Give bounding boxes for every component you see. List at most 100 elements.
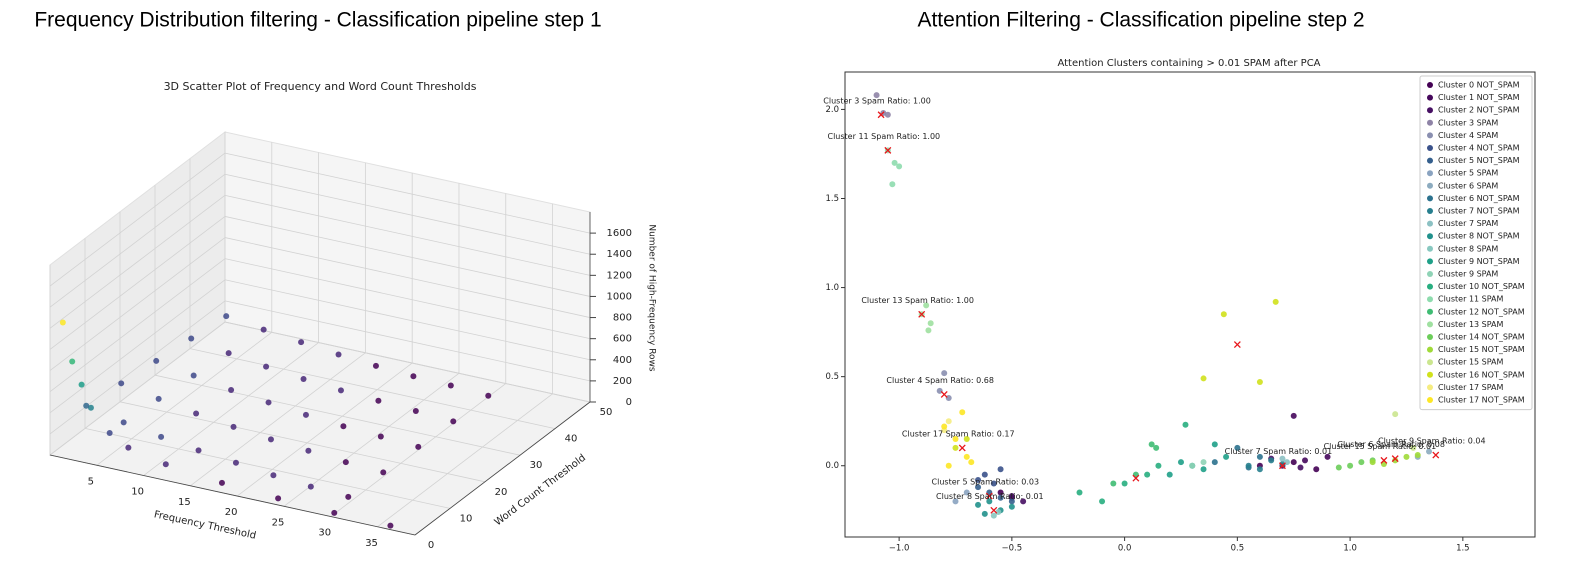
x-tick-label: 15 (178, 497, 191, 508)
point (1272, 298, 1279, 305)
legend-label: Cluster 6 SPAM (1438, 181, 1498, 190)
legend-label: Cluster 9 NOT_SPAM (1438, 257, 1520, 266)
legend-label: Cluster 16 NOT_SPAM (1438, 370, 1525, 379)
point (59, 319, 66, 326)
grid-line (377, 393, 553, 528)
point (995, 509, 1002, 516)
axis-line (49, 454, 416, 536)
point (1426, 448, 1433, 455)
annotation: Cluster 3 Spam Ratio: 1.00 (823, 96, 931, 105)
legend-label: Cluster 15 SPAM (1438, 358, 1504, 367)
point (265, 399, 272, 406)
point (380, 469, 387, 476)
centroid (884, 146, 892, 154)
centroid (1132, 474, 1140, 482)
legend-label: Cluster 4 NOT_SPAM (1438, 144, 1520, 153)
point (450, 418, 457, 425)
point (337, 387, 344, 394)
centroid-stroke (958, 444, 966, 452)
point (232, 459, 239, 466)
legend-label: Cluster 17 SPAM (1438, 383, 1504, 392)
point (1008, 493, 1015, 500)
annotation: Cluster 6 Spam Ratio: 0.08 (1337, 440, 1445, 449)
point (1200, 375, 1207, 382)
point (1369, 459, 1376, 466)
point (125, 444, 132, 451)
point (1155, 462, 1162, 469)
point (975, 476, 982, 483)
point (997, 466, 1004, 473)
point (968, 459, 975, 466)
centroid (877, 111, 885, 119)
point (342, 459, 349, 466)
point (986, 498, 993, 505)
annotation: Cluster 4 Spam Ratio: 0.68 (886, 376, 994, 385)
centroid (985, 492, 993, 500)
z-tick-label: 800 (613, 313, 632, 324)
z-tick-label: 1400 (607, 249, 632, 260)
chart-title: 3D Scatter Plot of Frequency and Word Co… (164, 80, 477, 93)
grid-line (330, 383, 507, 517)
z-tick-label: 200 (613, 376, 632, 387)
legend-marker (1427, 258, 1433, 265)
legend-marker (1427, 170, 1433, 177)
point (1283, 459, 1290, 466)
point (1324, 453, 1331, 460)
point (941, 423, 948, 430)
legend-marker (1427, 233, 1433, 240)
centroid (1233, 341, 1241, 349)
grid-line (84, 428, 451, 509)
point (267, 436, 274, 443)
point (884, 111, 891, 118)
legend-label: Cluster 8 NOT_SPAM (1438, 232, 1520, 241)
point (1211, 459, 1218, 466)
x-tick-label: 0.0 (1118, 544, 1132, 554)
point (963, 453, 970, 460)
legend-marker (1427, 245, 1433, 252)
legend-label: Cluster 5 SPAM (1438, 169, 1498, 178)
point (387, 522, 394, 529)
point (945, 395, 952, 402)
x-tick-label: −1.0 (889, 544, 910, 554)
legend-marker (1427, 296, 1433, 303)
grid-line (224, 321, 591, 403)
grid-line (224, 237, 591, 318)
annotation: Cluster 8 Spam Ratio: 0.01 (936, 492, 1044, 501)
y-tick-label: 1.0 (825, 283, 839, 293)
point (155, 395, 162, 402)
legend-marker (1427, 334, 1433, 340)
grid-line (49, 216, 226, 350)
x-tick-label: 10 (131, 487, 144, 498)
point (120, 419, 127, 426)
annotation: Cluster 11 Spam Ratio: 1.00 (828, 132, 941, 141)
point (1200, 459, 1207, 466)
legend-label: Cluster 1 NOT_SPAM (1438, 93, 1520, 102)
point (372, 362, 379, 369)
point (975, 484, 982, 491)
z-tick-label: 1200 (607, 270, 632, 281)
point (1223, 453, 1230, 460)
centroid (990, 506, 998, 514)
point (981, 471, 988, 478)
x-tick-label: 1.0 (1343, 544, 1357, 554)
point (69, 358, 76, 365)
point (952, 498, 959, 505)
point (153, 357, 160, 364)
legend-label: Cluster 14 NOT_SPAM (1438, 333, 1525, 342)
legend-marker (1427, 283, 1433, 290)
point (889, 181, 896, 188)
z-tick-label: 400 (613, 355, 632, 366)
x-tick-label: 25 (272, 517, 285, 528)
point (1220, 311, 1227, 318)
grid-line (154, 374, 521, 456)
y-tick-label: 40 (565, 434, 578, 445)
grid-line (119, 401, 486, 483)
grid-line (49, 300, 226, 435)
point (963, 489, 970, 496)
grid-line (224, 216, 591, 297)
point (1358, 459, 1365, 466)
point (106, 429, 113, 436)
legend-label: Cluster 12 NOT_SPAM (1438, 307, 1525, 316)
annotation: Cluster 9 Spam Ratio: 0.04 (1378, 437, 1486, 446)
point (302, 411, 309, 418)
